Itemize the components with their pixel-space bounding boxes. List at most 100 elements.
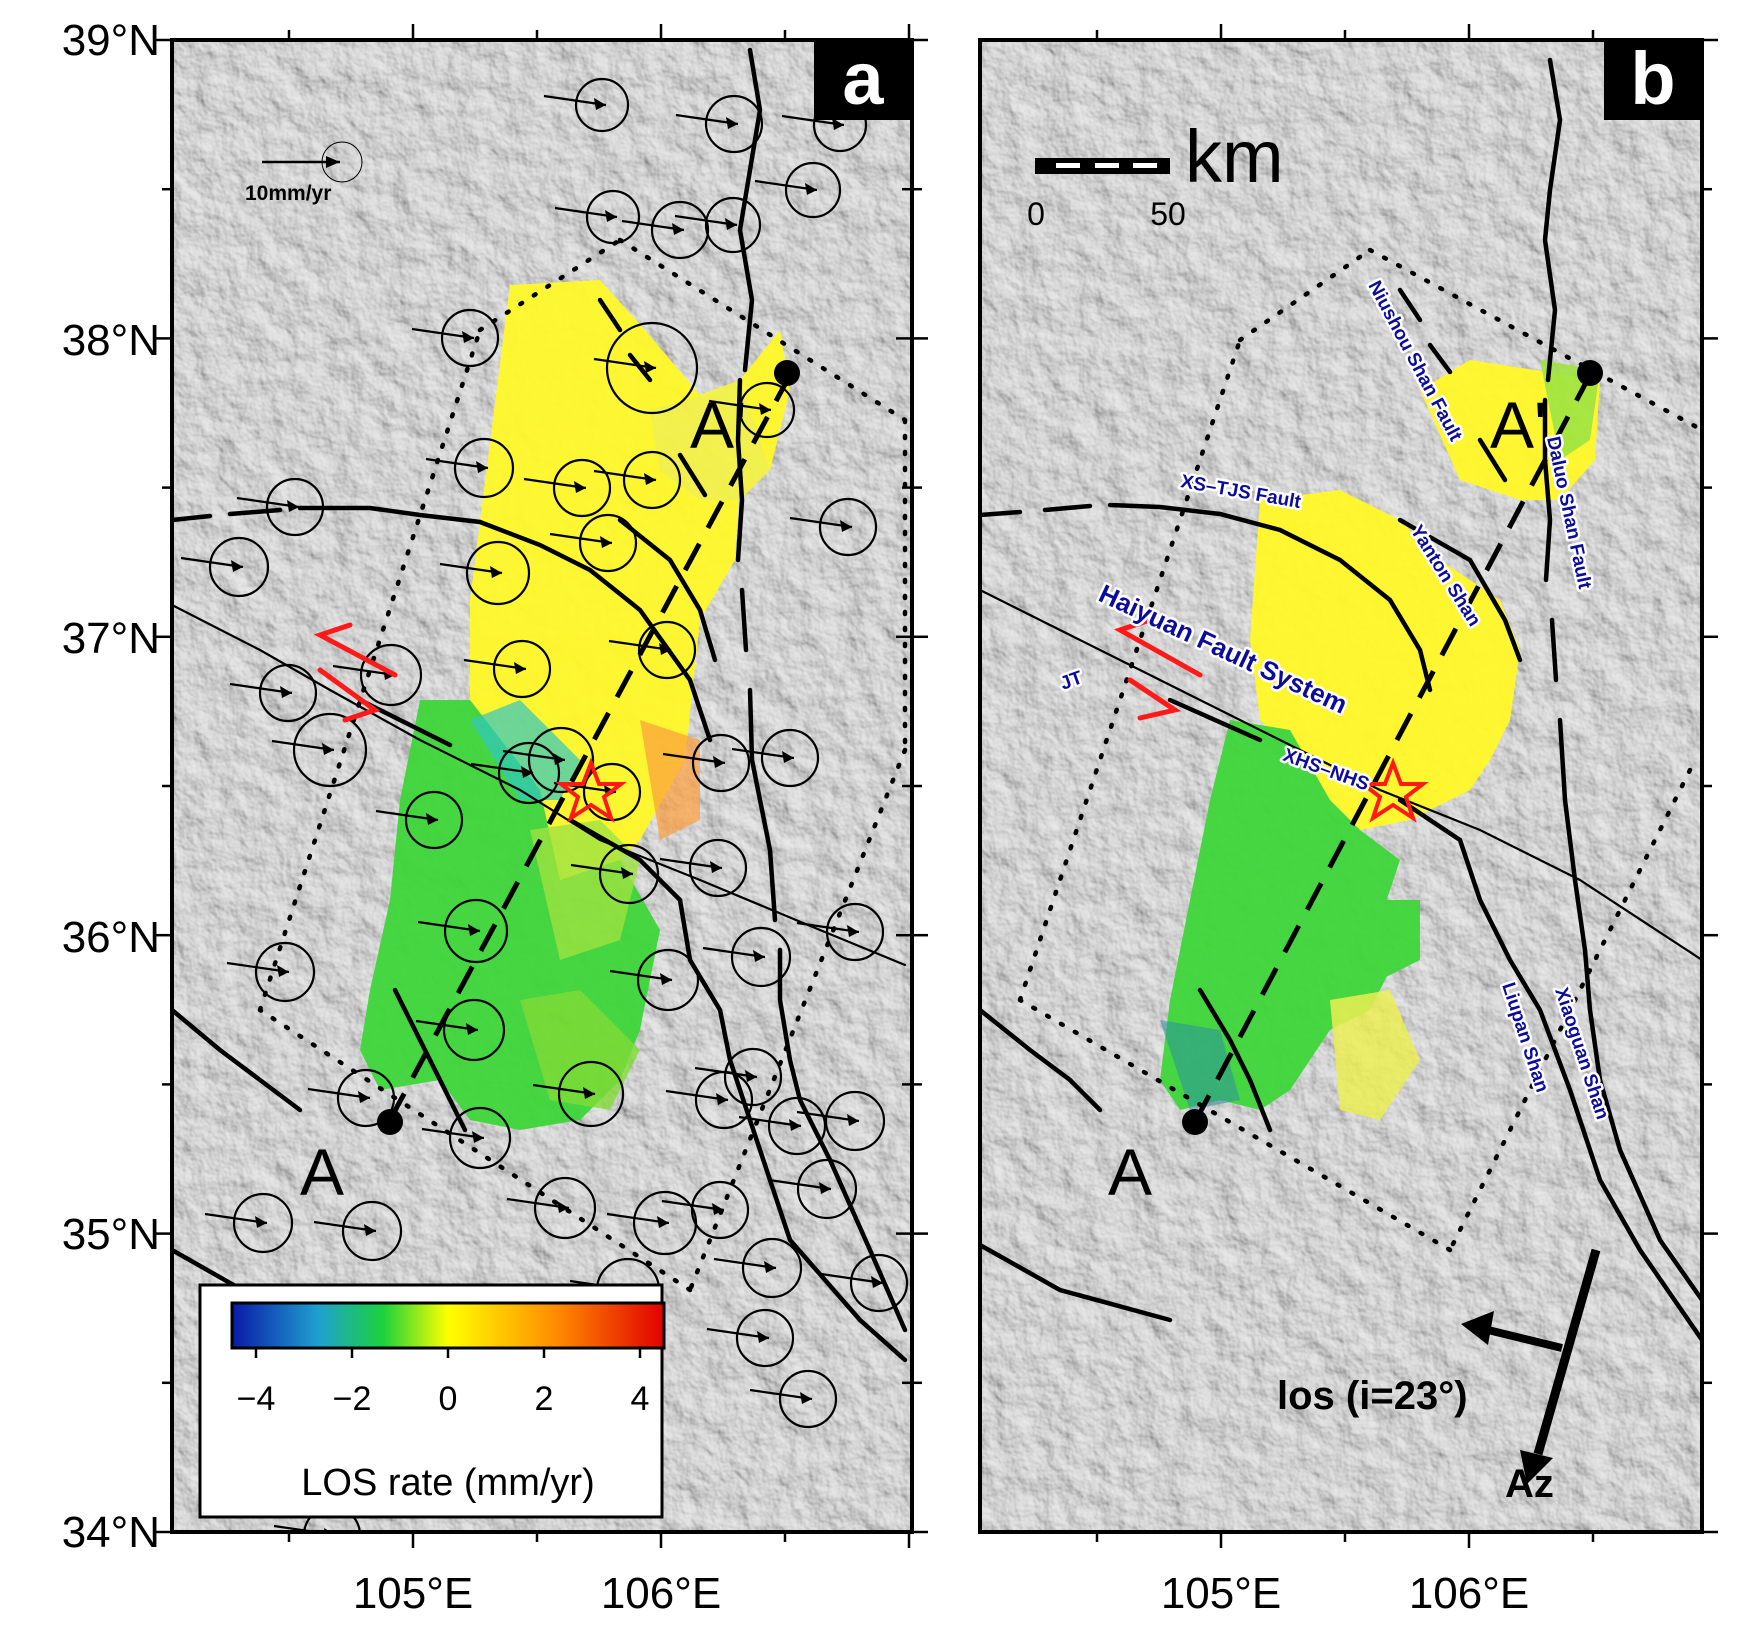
latitude-label: 36°N — [62, 913, 160, 962]
velocity-scale-ellipse — [321, 141, 363, 183]
panel-a-point-a-prime-label: A' — [690, 388, 747, 462]
panel-a-insar-coverage — [360, 280, 790, 1130]
gps-arrowhead — [277, 965, 289, 977]
panel-a-label: a — [842, 37, 884, 120]
longitude-label: 105°E — [353, 1569, 473, 1618]
gps-error-ellipse — [723, 1047, 783, 1107]
gps-arrowhead — [782, 751, 794, 763]
gps-error-ellipse — [465, 540, 531, 606]
panel-b-insar-coverage — [1160, 360, 1600, 1120]
panel-b-faults — [980, 57, 1702, 1343]
colorbar: −4 −2 0 2 4 LOS rate (mm/yr) — [198, 1283, 666, 1519]
gps-error-ellipse — [341, 1200, 403, 1262]
gps-arrowhead — [819, 1182, 831, 1194]
panel-b-point-a-marker — [1182, 1109, 1208, 1135]
panel-a-point-a-marker — [377, 1109, 403, 1135]
gps-arrowhead — [466, 1023, 478, 1035]
gps-arrowhead — [557, 1201, 569, 1213]
gps-arrowhead — [800, 1392, 812, 1404]
km-scale-tick-0: 0 — [1027, 196, 1045, 232]
longitude-label: 106°E — [1409, 1569, 1529, 1618]
gps-arrowhead — [871, 1276, 883, 1288]
gps-error-ellipse — [637, 620, 697, 680]
gps-arrowhead — [710, 861, 722, 873]
gps-error-ellipse — [404, 790, 464, 850]
colorbar-tick-label: 4 — [631, 1380, 650, 1418]
gps-arrowhead — [789, 1119, 801, 1131]
gps-arrowhead — [287, 500, 299, 512]
gps-arrowhead — [726, 117, 738, 129]
gps-error-ellipse — [730, 926, 792, 988]
colorbar-tick-label: 2 — [535, 1380, 554, 1418]
km-scale-unit: km — [1185, 115, 1284, 198]
gps-arrowhead — [745, 1070, 757, 1082]
gps-arrowhead — [364, 1224, 376, 1236]
panel-b-point-a-label: A — [1108, 1135, 1152, 1209]
gps-error-ellipse — [292, 712, 368, 788]
velocity-scale-arrowhead — [326, 156, 340, 168]
km-scale-bar — [1035, 158, 1170, 174]
gps-arrowhead — [725, 218, 737, 230]
gps-arrowhead — [759, 403, 771, 415]
panel-a-gps-vectors — [180, 77, 909, 1532]
los-arrowhead — [1461, 1311, 1494, 1345]
look-geometry — [1461, 1248, 1601, 1484]
gps-arrowhead — [644, 473, 656, 485]
gps-arrowhead — [322, 743, 334, 755]
gps-error-ellipse — [208, 536, 270, 598]
gps-error-ellipse — [552, 458, 612, 518]
gps-arrowhead — [660, 973, 672, 985]
gps-arrowhead — [672, 223, 684, 235]
gps-arrowhead — [657, 1216, 669, 1228]
gps-error-ellipse — [767, 1096, 827, 1156]
panel-a-footprint — [257, 237, 908, 1293]
gps-error-ellipse — [492, 639, 552, 699]
gps-error-ellipse — [578, 513, 638, 573]
gps-arrowhead — [621, 867, 633, 879]
gps-arrowhead — [832, 118, 844, 130]
gps-error-ellipse — [650, 200, 710, 260]
gps-error-ellipse — [824, 1090, 886, 1152]
gps-arrowhead — [716, 1093, 728, 1105]
gps-error-ellipse — [254, 941, 316, 1003]
gps-error-ellipse — [265, 477, 325, 537]
los-label: los (i=23°) — [1277, 1374, 1468, 1418]
longitude-label: 105°E — [1161, 1569, 1281, 1618]
panel-a-point-a-prime-marker — [774, 360, 800, 386]
colorbar-label: LOS rate (mm/yr) — [301, 1462, 594, 1504]
axis-ticks — [156, 24, 1718, 1548]
gps-arrowhead — [468, 924, 480, 936]
latitude-label: 38°N — [62, 316, 160, 365]
gps-arrowhead — [757, 1331, 769, 1343]
gps-arrowhead — [280, 686, 292, 698]
gps-arrowhead — [847, 1114, 859, 1126]
gps-error-ellipse — [497, 741, 561, 805]
gps-error-ellipse — [784, 161, 842, 219]
latitude-label: 35°N — [62, 1210, 160, 1259]
velocity-scale-label: 10mm/yr — [245, 182, 331, 205]
colorbar-ticks: −4 −2 0 2 4 — [237, 1348, 650, 1418]
panel-a-point-a-label: A — [300, 1135, 344, 1209]
az-label: Az — [1505, 1462, 1554, 1506]
gps-arrowhead — [644, 361, 656, 373]
latitude-label: 34°N — [62, 1508, 160, 1557]
panel-a-slip-arrows — [313, 622, 398, 723]
gps-error-ellipse — [622, 450, 682, 510]
gps-error-ellipse — [359, 643, 423, 707]
gps-error-ellipse — [760, 728, 820, 788]
gps-error-ellipse — [605, 321, 699, 415]
gps-arrowhead — [713, 756, 725, 768]
gps-arrowhead — [476, 461, 488, 473]
panel-a-label-box — [814, 40, 912, 120]
gps-arrowhead — [753, 950, 765, 962]
gps-arrowhead — [712, 1203, 724, 1215]
gps-error-ellipse — [825, 902, 885, 962]
colorbar-tick-label: −4 — [237, 1380, 276, 1418]
gps-error-ellipse — [598, 843, 660, 905]
panel-b-slip-arrows — [1113, 617, 1203, 721]
panel-b-point-a-prime-label: A' — [1490, 388, 1547, 462]
gps-error-ellipse — [688, 838, 748, 898]
panel-b-label: b — [1630, 37, 1675, 120]
az-arrowhead — [1520, 1450, 1553, 1484]
gps-error-ellipse — [778, 1369, 838, 1429]
